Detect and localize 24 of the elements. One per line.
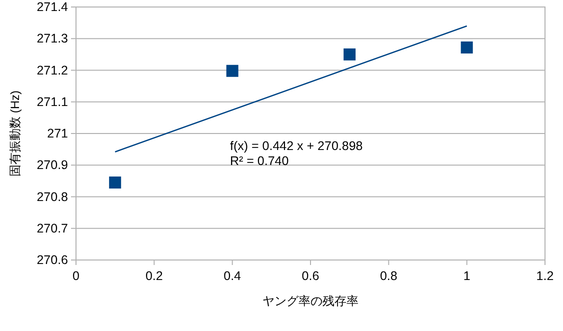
x-tick-label: 0	[72, 269, 80, 283]
annotation: R² = 0.740	[230, 154, 289, 168]
y-tick-label: 271	[47, 126, 68, 140]
y-tick-label: 271.3	[36, 32, 68, 46]
annotation: f(x) = 0.442 x + 270.898	[230, 139, 363, 153]
y-tick-label: 271.4	[36, 0, 68, 14]
y-axis-title: 固有振動数 (Hz)	[8, 90, 22, 176]
x-tick-label: 1.2	[536, 269, 554, 283]
y-tick-label: 270.8	[36, 190, 68, 204]
point	[344, 48, 356, 60]
y-tick-label: 271.2	[36, 63, 68, 78]
x-tick-label: 1	[463, 269, 470, 283]
x-tick-label: 0.2	[145, 269, 163, 283]
x-tick-label: 0.4	[224, 269, 242, 283]
point	[226, 64, 238, 77]
point	[109, 176, 122, 189]
y-tick-label: 270.6	[36, 253, 68, 267]
y-tick-label: 270.9	[36, 158, 68, 172]
y-tick-label: 270.7	[36, 221, 68, 236]
y-tick-label: 271.1	[36, 94, 68, 109]
x-tick-label: 0.8	[380, 269, 398, 283]
x-tick-label: 0.6	[302, 269, 320, 283]
x-axis-title: ヤング率の残存率	[262, 294, 358, 308]
point	[460, 41, 473, 54]
